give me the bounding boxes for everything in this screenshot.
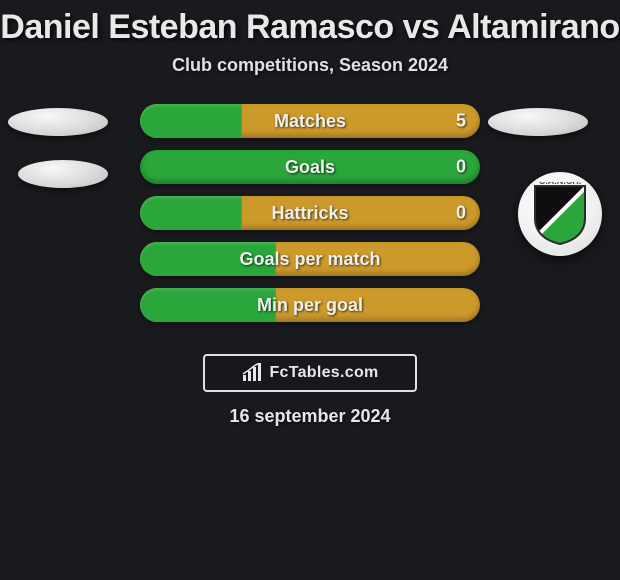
bar-row-matches: Matches 5 <box>140 104 480 138</box>
date-line: 16 september 2024 <box>0 406 620 427</box>
bar-fill-matches <box>140 104 242 138</box>
bar-row-mpg: Min per goal <box>140 288 480 322</box>
bar-fill-hattricks <box>140 196 242 230</box>
player-right-avatar-placeholder <box>488 108 588 136</box>
bar-row-hattricks: Hattricks 0 <box>140 196 480 230</box>
bar-label-goals: Goals <box>285 157 335 178</box>
brand-text: FcTables.com <box>269 364 378 382</box>
bar-fill-mpg <box>140 288 276 322</box>
page-subtitle: Club competitions, Season 2024 <box>0 55 620 76</box>
player-left-avatar-placeholder <box>8 108 108 136</box>
page-title: Daniel Esteban Ramasco vs Altamirano <box>0 0 620 47</box>
bar-value-right-goals: 0 <box>456 157 466 178</box>
bar-label-mpg: Min per goal <box>257 295 363 316</box>
bar-value-right-hattricks: 0 <box>456 203 466 224</box>
club-badge: C.A.N.CH. <box>518 172 602 256</box>
brand-box: FcTables.com <box>203 354 417 392</box>
club-badge-text: C.A.N.CH. <box>539 182 582 186</box>
bar-chart-icon <box>241 363 263 383</box>
bars-container: Matches 5 Goals 0 Hattricks 0 Goals per match M… <box>140 104 480 334</box>
bar-label-gpm: Goals per match <box>239 249 380 270</box>
bar-row-goals: Goals 0 <box>140 150 480 184</box>
player-left-avatar-placeholder-secondary <box>18 160 108 188</box>
bar-value-right-matches: 5 <box>456 111 466 132</box>
bar-row-gpm: Goals per match <box>140 242 480 276</box>
bar-label-hattricks: Hattricks <box>271 203 348 224</box>
bar-label-matches: Matches <box>274 111 346 132</box>
comparison-stage: C.A.N.CH. Matches5Goals0Hattricks0Goals … <box>0 104 620 346</box>
shield-icon: C.A.N.CH. <box>531 182 589 246</box>
